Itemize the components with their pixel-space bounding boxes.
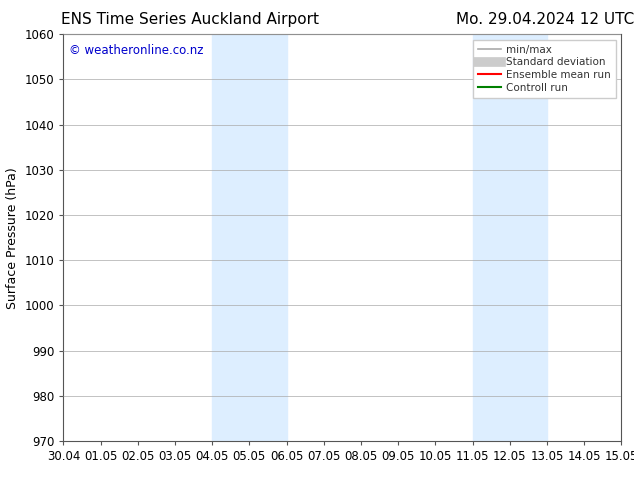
Bar — [472, 34, 547, 441]
Text: © weatheronline.co.nz: © weatheronline.co.nz — [69, 45, 204, 57]
Text: ENS Time Series Auckland Airport: ENS Time Series Auckland Airport — [61, 12, 319, 27]
Y-axis label: Surface Pressure (hPa): Surface Pressure (hPa) — [6, 167, 19, 309]
Bar — [212, 34, 287, 441]
Legend: min/max, Standard deviation, Ensemble mean run, Controll run: min/max, Standard deviation, Ensemble me… — [473, 40, 616, 98]
Text: Mo. 29.04.2024 12 UTC: Mo. 29.04.2024 12 UTC — [456, 12, 634, 27]
